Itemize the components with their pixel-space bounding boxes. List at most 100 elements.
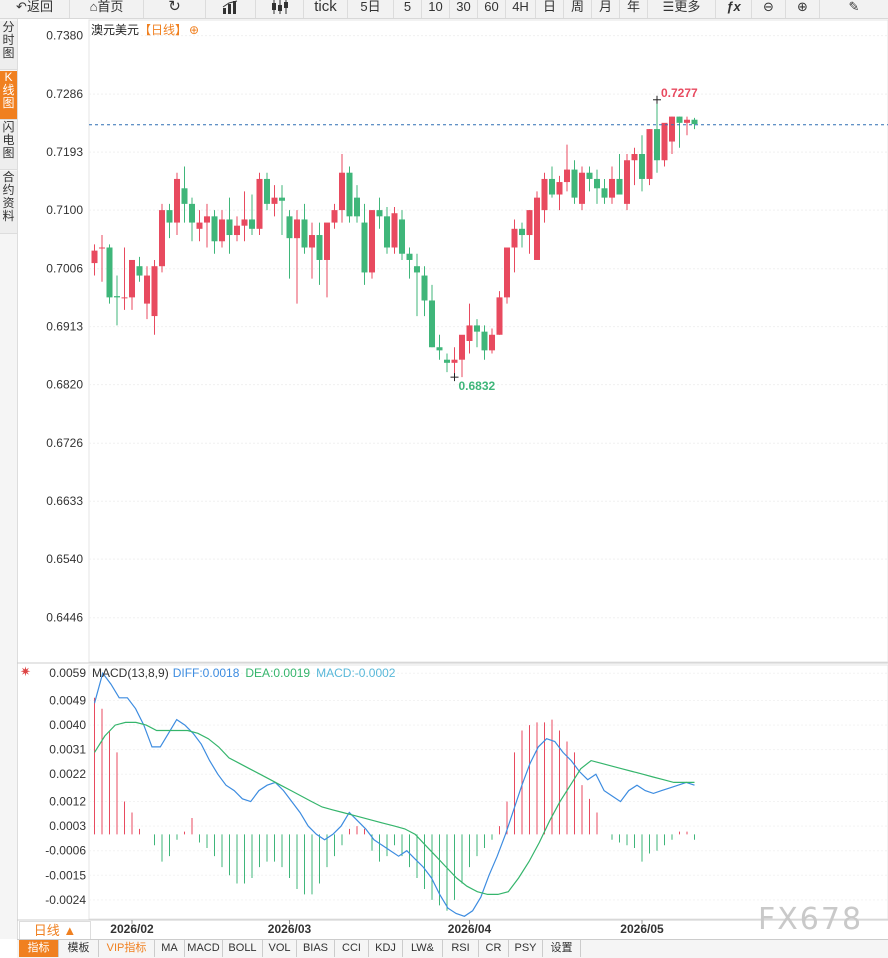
tab-cci[interactable]: CCI bbox=[335, 940, 369, 957]
function-button[interactable]: ƒx bbox=[716, 0, 752, 18]
more-button[interactable]: ☰更多 bbox=[648, 0, 716, 18]
candle-body bbox=[481, 331, 488, 351]
candle-body bbox=[639, 154, 645, 179]
candle-body bbox=[556, 182, 563, 195]
max-price-label: 0.7277 bbox=[661, 86, 698, 100]
candle-body bbox=[526, 210, 533, 236]
candle-body bbox=[249, 219, 255, 229]
tab-indicators[interactable]: 指标 bbox=[19, 940, 59, 957]
period-5day[interactable]: 5日 bbox=[348, 0, 394, 18]
y-tick-label: 0.6820 bbox=[46, 378, 83, 392]
tab-vip-indicators[interactable]: VIP指标 bbox=[99, 940, 155, 957]
period-30min[interactable]: 30 bbox=[450, 0, 478, 18]
tab-macd[interactable]: MACD bbox=[185, 940, 223, 957]
refresh-button[interactable]: ↻ bbox=[144, 0, 206, 18]
candle-type-button[interactable] bbox=[256, 0, 304, 18]
candle-body bbox=[369, 210, 375, 273]
macd-diff-value: DIFF:0.0018 bbox=[172, 666, 240, 680]
candle-body bbox=[204, 216, 210, 223]
macd-y-tick-label: 0.0031 bbox=[49, 743, 86, 757]
candle-body bbox=[144, 275, 150, 304]
home-icon: ⌂ bbox=[89, 0, 98, 14]
tab-vol[interactable]: VOL bbox=[263, 940, 297, 957]
home-button[interactable]: ⌂首页 bbox=[70, 0, 144, 18]
top-toolbar: ↶返回 ⌂首页 ↻ tick 5日 5 10 30 60 4H 日 周 月 年 … bbox=[0, 0, 888, 19]
tab-cr[interactable]: CR bbox=[479, 940, 509, 957]
candle-body bbox=[661, 122, 668, 161]
candle-body bbox=[226, 219, 233, 236]
candle-body bbox=[286, 216, 293, 239]
chart-header: 澳元美元【日线】 ⊕ bbox=[91, 21, 199, 38]
period-month[interactable]: 月 bbox=[592, 0, 620, 18]
candle-body bbox=[114, 296, 120, 298]
candle-body bbox=[534, 197, 540, 260]
candle-body bbox=[444, 359, 450, 363]
tab-lw[interactable]: LW& bbox=[403, 940, 443, 957]
period-day[interactable]: 日 bbox=[536, 0, 564, 18]
candle-body bbox=[256, 178, 263, 229]
tab-kline[interactable]: K线图 bbox=[0, 71, 17, 120]
candle-body bbox=[219, 219, 225, 242]
zoom-out-button[interactable]: ⊖ bbox=[752, 0, 786, 18]
candle-body bbox=[264, 178, 270, 204]
period-week[interactable]: 周 bbox=[564, 0, 592, 18]
tab-timeshare[interactable]: 分时图 bbox=[0, 21, 17, 70]
tick-button[interactable]: tick bbox=[304, 0, 348, 18]
settings-gear-icon[interactable]: ✷ bbox=[20, 664, 31, 679]
tab-psy[interactable]: PSY bbox=[509, 940, 543, 957]
indicator-bar: 指标 模板 VIP指标 MA MACD BOLL VOL BIAS CCI KD… bbox=[17, 939, 888, 958]
tab-boll[interactable]: BOLL bbox=[223, 940, 263, 957]
tab-template[interactable]: 模板 bbox=[59, 940, 99, 957]
candle-body bbox=[129, 259, 135, 298]
period-60min[interactable]: 60 bbox=[478, 0, 506, 18]
side-tabs: 分时图 K线图 闪电图 合约资料 bbox=[0, 19, 18, 939]
y-tick-label: 0.7193 bbox=[46, 145, 83, 159]
candle-body bbox=[406, 253, 413, 260]
refresh-icon: ↻ bbox=[168, 0, 181, 15]
candle-body bbox=[654, 129, 660, 161]
bar-chart-button[interactable] bbox=[206, 0, 256, 18]
candle-body bbox=[451, 359, 458, 363]
macd-y-tick-label: 0.0049 bbox=[49, 694, 86, 708]
y-tick-label: 0.7006 bbox=[46, 262, 83, 276]
tab-settings[interactable]: 设置 bbox=[543, 940, 581, 957]
function-icon: ƒx bbox=[726, 0, 741, 14]
tab-ma[interactable]: MA bbox=[155, 940, 185, 957]
tab-bias[interactable]: BIAS bbox=[297, 940, 335, 957]
tab-kdj[interactable]: KDJ bbox=[369, 940, 403, 957]
tab-flash-chart[interactable]: 闪电图 bbox=[0, 121, 17, 170]
period-toggle-button[interactable]: 日线 ▲ bbox=[19, 921, 91, 940]
y-tick-label: 0.6633 bbox=[46, 494, 83, 508]
candle-body bbox=[549, 178, 555, 195]
period-4h[interactable]: 4H bbox=[506, 0, 536, 18]
tab-rsi[interactable]: RSI bbox=[443, 940, 479, 957]
y-tick-label: 0.7286 bbox=[46, 87, 83, 101]
macd-y-tick-label: 0.0040 bbox=[49, 718, 86, 732]
candle-body bbox=[181, 188, 188, 204]
period-10min[interactable]: 10 bbox=[422, 0, 450, 18]
candle-body bbox=[339, 172, 345, 211]
candle-body bbox=[459, 334, 465, 360]
candle-body bbox=[414, 266, 420, 273]
back-button[interactable]: ↶返回 bbox=[0, 0, 70, 18]
draw-button[interactable]: ✎ bbox=[820, 0, 888, 18]
candle-body bbox=[541, 178, 548, 211]
y-tick-label: 0.6913 bbox=[46, 320, 83, 334]
candle-body bbox=[474, 325, 480, 332]
macd-y-tick-label: 0.0003 bbox=[49, 819, 86, 833]
min-price-label: 0.6832 bbox=[459, 379, 496, 393]
zoom-plus-icon[interactable]: ⊕ bbox=[189, 23, 200, 37]
period-5min[interactable]: 5 bbox=[394, 0, 422, 18]
candle-body bbox=[399, 219, 405, 254]
candle-body bbox=[684, 119, 690, 123]
candle-body bbox=[676, 116, 683, 123]
symbol-name: 澳元美元 bbox=[91, 23, 140, 37]
candle-body bbox=[324, 222, 330, 260]
candle-body bbox=[384, 216, 390, 248]
zoom-in-button[interactable]: ⊕ bbox=[786, 0, 820, 18]
period-year[interactable]: 年 bbox=[620, 0, 648, 18]
candle-body bbox=[564, 169, 570, 183]
tab-contract-info[interactable]: 合约资料 bbox=[0, 171, 17, 234]
candle-body bbox=[669, 116, 675, 142]
